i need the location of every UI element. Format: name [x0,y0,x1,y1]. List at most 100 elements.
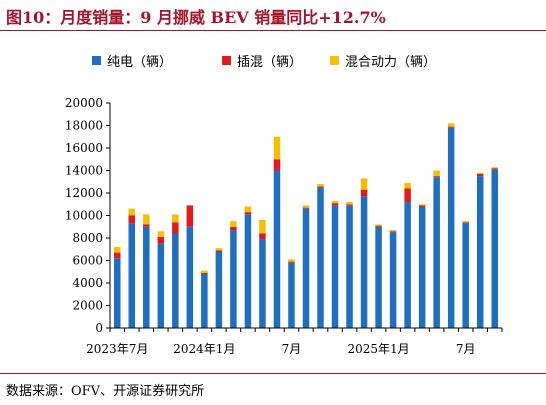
bar-2025-07-s2 [462,221,469,223]
bar-2023-08-s2 [128,208,136,216]
bar-2025-05-s2 [433,170,440,177]
y-tick-label-7: 14000 [65,164,103,178]
bar-2025-04-s2 [418,204,426,206]
source-rule [0,373,546,374]
bar-2024-01-s1 [201,272,208,274]
bar-2025-06-s2 [447,123,455,127]
bar-2025-04-s0 [418,206,426,328]
bar-2024-06-s0 [273,170,281,328]
bar-2024-09-s0 [317,187,324,328]
x-tick-label-3: 2025年1月 [347,342,409,356]
bar-2023-10-s2 [157,231,165,237]
legend-swatch-1 [222,56,231,65]
y-tick-label-9: 18000 [65,119,103,133]
bar-2025-03-s1 [404,188,411,202]
bar-2025-01-s2 [375,224,382,226]
bar-2023-09-s0 [143,226,150,328]
bar-2025-04-s1 [418,205,426,207]
bar-2024-12-s0 [360,196,368,328]
bar-2025-08-s1 [476,173,484,177]
x-axis: 2023年7月 2024年1月 7月 2025年1月 7月 [86,327,503,356]
bar-2024-01-s0 [201,274,208,328]
bar-2025-08-s2 [476,172,484,174]
y-tick-label-6: 12000 [65,186,103,200]
bar-2024-04-s1 [244,212,252,215]
bar-2024-10-s2 [331,200,339,204]
bar-2023-08-s1 [128,215,136,224]
bar-2023-10-s1 [157,236,165,244]
legend-swatch-0 [92,56,101,65]
bar-2023-07-s1 [114,252,121,259]
bar-2025-09-s2 [491,167,498,169]
bar-2024-09-s2 [317,184,324,187]
bar-2025-09-s1 [491,168,498,170]
bars [114,123,498,328]
bar-2023-11-s1 [172,222,179,234]
bar-2025-05-s0 [433,177,440,328]
y-tick-label-0: 0 [95,321,103,335]
bar-2025-01-s1 [375,225,382,227]
bar-2024-07-s1 [288,261,295,263]
bar-2025-05-s1 [433,176,440,178]
bar-2024-12-s1 [360,189,368,197]
title-rule [0,30,546,31]
bar-2024-04-s0 [244,214,252,328]
x-tick-label-4: 7月 [456,342,476,356]
bar-2023-10-s0 [157,243,165,328]
legend-label-0: 纯电（辆） [107,55,172,70]
bar-2024-08-s1 [302,207,310,209]
bar-2025-06-s0 [447,127,455,328]
bar-2025-02-s0 [389,232,397,328]
bar-2023-07-s2 [114,247,121,253]
bar-2023-12-s1 [186,205,194,227]
legend: 纯电（辆） 插混（辆） 混合动力（辆） [92,55,436,70]
y-tick-label-4: 8000 [72,231,103,245]
legend-swatch-2 [330,56,339,65]
y-tick-label-2: 4000 [72,276,103,290]
bar-2025-07-s1 [462,222,469,224]
bar-2024-11-s2 [346,202,353,205]
bar-2024-05-s2 [259,220,266,234]
bar-2023-11-s0 [172,233,179,328]
bar-2024-11-s0 [346,205,353,328]
bar-2024-05-s0 [259,239,266,328]
bar-2024-07-s2 [288,259,295,262]
bar-2024-09-s1 [317,186,324,188]
bar-2024-02-s2 [215,248,223,251]
bar-2025-02-s2 [389,230,397,232]
bar-2024-07-s0 [288,262,295,328]
bar-2023-09-s2 [143,214,150,225]
bar-2023-12-s0 [186,226,194,328]
bar-2025-06-s1 [447,126,455,128]
y-tick-label-5: 10000 [65,209,103,223]
bar-2024-12-s2 [360,178,368,190]
bar-2024-11-s1 [346,204,353,206]
y-tick-label-8: 16000 [65,141,103,155]
source-note: 数据来源：OFV、开源证券研究所 [6,384,205,399]
bar-2024-06-s1 [273,159,281,171]
bar-2025-01-s0 [375,226,382,328]
bar-2025-09-s0 [491,169,498,328]
bar-2024-03-s1 [230,226,237,231]
bar-2023-07-s0 [114,258,121,328]
bar-2024-03-s0 [230,230,237,328]
bar-2023-09-s1 [143,224,150,227]
legend-label-1: 插混（辆） [237,55,302,70]
bar-2025-08-s0 [476,176,484,328]
bar-2024-08-s0 [302,208,310,328]
y-axis: 0 2000 4000 6000 8000 10000 12000 14000 16000 180… [65,96,111,335]
bar-2024-02-s0 [215,251,223,328]
bar-2023-11-s2 [172,214,179,223]
bar-2025-03-s2 [404,182,411,189]
legend-label-2: 混合动力（辆） [345,55,436,70]
bar-2024-05-s1 [259,233,266,240]
y-tick-label-10: 20000 [65,96,103,110]
x-tick-label-0: 2023年7月 [86,342,148,356]
x-tick-label-2: 7月 [282,342,302,356]
bar-2024-06-s2 [273,136,281,160]
stacked-bar-chart: 纯电（辆） 插混（辆） 混合动力（辆） 0 2000 4000 6000 8000 10000… [65,55,503,356]
bar-2024-02-s1 [215,250,223,252]
bar-2025-02-s1 [389,231,397,233]
bar-2023-08-s0 [128,223,136,328]
bar-2025-07-s0 [462,223,469,328]
